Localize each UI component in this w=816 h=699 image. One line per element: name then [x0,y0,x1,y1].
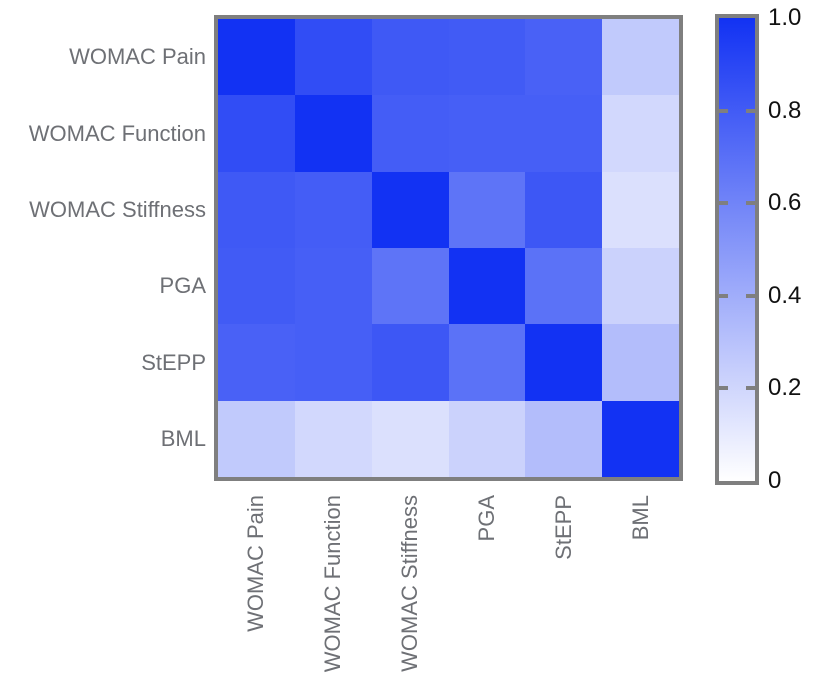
colorbar-tick-mark [746,386,755,391]
heatmap-cell-pga-x-womac-function [294,248,372,325]
heatmap-cell-pga-x-womac-pain [218,248,295,325]
heatmap-cell-womac-pain-x-pga [448,19,526,96]
heatmap-cell-stepp-x-bml [602,324,679,401]
heatmap-cell-womac-function-x-womac-pain [218,95,295,172]
x-axis-label-text: WOMAC Stiffness [397,495,423,672]
colorbar-tick-label: 0.6 [768,189,802,217]
colorbar-tick-label: 0 [768,467,782,494]
y-axis-label: BML [160,425,206,451]
heatmap-cell-womac-pain-x-stepp [525,19,603,96]
heatmap-cell-womac-function-x-stepp [525,95,603,172]
colorbar-tick-mark [719,108,728,113]
heatmap-cell-pga-x-stepp [525,248,603,325]
x-axis-label: WOMAC Function [320,495,346,695]
x-axis-label-text: StEPP [550,495,576,560]
heatmap-cell-womac-pain-x-womac-function [294,19,372,96]
heatmap-grid [214,15,683,481]
x-axis-label: WOMAC Stiffness [397,495,423,695]
colorbar-tick-mark [746,108,755,113]
heatmap-cell-womac-function-x-womac-stiffness [371,95,449,172]
colorbar-tick-label: 0.8 [768,96,802,124]
heatmap-cell-womac-stiffness-x-womac-pain [218,171,295,248]
heatmap-cell-bml-x-bml [602,400,679,477]
x-axis-label: PGA [473,495,499,695]
heatmap-cell-womac-pain-x-womac-stiffness [371,19,449,96]
heatmap-cell-womac-stiffness-x-pga [448,171,526,248]
y-axis-label: StEPP [141,349,206,375]
heatmap-cell-stepp-x-stepp [525,324,603,401]
y-axis-label: WOMAC Pain [69,44,206,70]
y-axis-label: PGA [159,273,206,299]
heatmap-cell-womac-stiffness-x-womac-stiffness [371,171,449,248]
heatmap-cell-womac-stiffness-x-bml [602,171,679,248]
x-axis-label-text: WOMAC Function [320,495,346,673]
heatmap-cell-pga-x-bml [602,248,679,325]
heatmap-cell-pga-x-pga [448,248,526,325]
colorbar-tick-label: 1.0 [768,4,802,31]
heatmap-cell-bml-x-womac-stiffness [371,400,449,477]
y-axis-label: WOMAC Stiffness [29,196,206,222]
heatmap-cell-pga-x-womac-stiffness [371,248,449,325]
heatmap-cell-womac-pain-x-womac-pain [218,19,295,96]
colorbar-tick-mark [719,201,728,206]
heatmap-cell-womac-function-x-pga [448,95,526,172]
x-axis-label: WOMAC Pain [243,495,269,695]
heatmap-cell-bml-x-womac-pain [218,400,295,477]
colorbar-tick-label: 0.4 [768,281,802,309]
heatmap-cell-stepp-x-womac-stiffness [371,324,449,401]
heatmap-cell-stepp-x-womac-pain [218,324,295,401]
heatmap-cell-womac-stiffness-x-stepp [525,171,603,248]
x-axis-label-text: BML [627,495,653,541]
colorbar-gradient [719,18,755,481]
heatmap-cell-bml-x-womac-function [294,400,372,477]
colorbar-tick-mark [719,293,728,298]
x-axis-label-text: PGA [473,495,499,542]
heatmap-cell-womac-pain-x-bml [602,19,679,96]
y-axis-label: WOMAC Function [28,120,206,146]
heatmap-cell-womac-function-x-bml [602,95,679,172]
heatmap-cell-bml-x-pga [448,400,526,477]
heatmap-cell-womac-function-x-womac-function [294,95,372,172]
colorbar-tick-mark [746,293,755,298]
x-axis-label: BML [627,495,653,695]
colorbar [715,14,759,485]
x-axis-label: StEPP [550,495,576,695]
colorbar-tick-label: 0.2 [768,374,802,402]
heatmap-cell-stepp-x-pga [448,324,526,401]
heatmap-cell-womac-stiffness-x-womac-function [294,171,372,248]
heatmap-cell-stepp-x-womac-function [294,324,372,401]
colorbar-tick-mark [719,386,728,391]
colorbar-tick-mark [746,201,755,206]
heatmap-cell-bml-x-stepp [525,400,603,477]
x-axis-label-text: WOMAC Pain [243,495,269,632]
